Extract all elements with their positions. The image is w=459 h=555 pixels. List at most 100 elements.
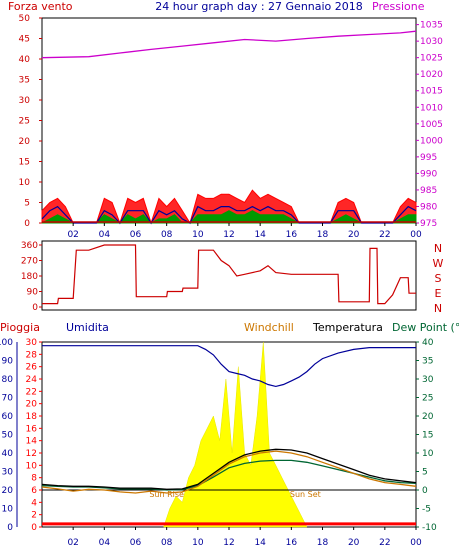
direction-axis: 360 270 180 90 0	[21, 241, 42, 313]
x-tick-label: 18	[317, 538, 329, 548]
temperature-tick-label: 10	[422, 449, 434, 459]
x-tick-label: 08	[161, 230, 173, 240]
rain-tick-label: 10	[26, 461, 38, 471]
x-tick-label: 22	[379, 230, 390, 240]
x-tick-label: 16	[286, 538, 298, 548]
x-tick-label: 04	[99, 230, 111, 240]
humidity-tick-label: 40	[2, 449, 14, 459]
temperature-tick-label: 40	[422, 338, 434, 348]
wind-direction-plot	[42, 244, 416, 305]
wind-tick-label: 15	[19, 158, 30, 168]
pressure-tick-label: 1030	[420, 37, 443, 47]
rain-tick-label: 24	[26, 375, 38, 385]
wind-tick-label: 45	[19, 35, 30, 45]
pressure-tick-label: 1000	[420, 136, 443, 146]
rain-humidity-temp-plot: Sun Rise Sun Set	[41, 341, 417, 528]
pressure-tick-label: 990	[420, 169, 437, 179]
rain-tick-label: 22	[26, 387, 37, 397]
pressure-tick-label: 975	[420, 219, 437, 229]
rain-tick-label: 6	[31, 486, 37, 496]
rain-tick-label: 8	[31, 474, 37, 484]
wind-pressure-plot	[41, 30, 417, 225]
legend-humidity: Umidita	[66, 321, 109, 334]
rain-tick-label: 28	[26, 350, 38, 360]
wind-tick-label: 40	[19, 55, 31, 65]
x-tick-label: 20	[348, 230, 360, 240]
pressure-axis: 1035 1030 1025 1020 1015 1010 1005 1000 995 990 98…	[416, 21, 443, 229]
wind-tick-label: 25	[19, 117, 30, 127]
legend-rain: Pioggia	[0, 321, 40, 334]
pressure-tick-label: 985	[420, 186, 437, 196]
humidity-tick-label: 80	[2, 375, 14, 385]
wind-average-line	[41, 205, 417, 225]
chart-title: 24 hour graph day : 27 Gennaio 2018	[155, 0, 363, 13]
rain-tick-label: 0	[31, 523, 37, 533]
x-tick-label: 14	[254, 538, 266, 548]
pressure-tick-label: 1010	[420, 103, 443, 113]
humidity-tick-label: 10	[2, 505, 14, 515]
temperature-tick-label: -5	[422, 505, 431, 515]
x-tick-label: 04	[99, 538, 111, 548]
windchill-line	[41, 450, 417, 494]
temperature-tick-label: 30	[422, 375, 434, 385]
temperature-tick-label: 20	[422, 412, 434, 422]
x-tick-label: 06	[130, 538, 142, 548]
pressure-tick-label: 1015	[420, 87, 443, 97]
rain-tick-label: 4	[31, 498, 37, 508]
direction-tick-label: 90	[27, 288, 39, 298]
rain-tick-label: 26	[26, 363, 38, 373]
wind-tick-label: 10	[19, 178, 31, 188]
humidity-tick-label: 50	[2, 431, 14, 441]
x-tick-label: 12	[223, 230, 234, 240]
pressure-tick-label: 1020	[420, 70, 443, 80]
x-tick-label: 16	[286, 230, 298, 240]
direction-tick-label: 180	[21, 272, 38, 282]
compass-letter: S	[435, 272, 442, 285]
x-axis-ticks-top: 02 04 06 08 10 12 14 16 18 20 22 00	[67, 223, 422, 240]
temperature-tick-label: 0	[422, 486, 428, 496]
rain-tick-label: 14	[26, 437, 38, 447]
humidity-tick-label: 30	[2, 468, 14, 478]
sunset-annotation: Sun Set	[290, 490, 321, 499]
humidity-tick-label: 0	[7, 523, 13, 533]
pressure-line	[41, 30, 417, 59]
x-tick-label: 02	[67, 230, 78, 240]
humidity-tick-label: 60	[2, 412, 14, 422]
pressure-tick-label: 1035	[420, 21, 443, 31]
wind-tick-label: 0	[24, 219, 30, 229]
x-tick-label: 00	[410, 538, 422, 548]
legend-dewpoint: Dew Point (°C	[392, 321, 459, 334]
rain-tick-label: 30	[26, 338, 38, 348]
legend-temperature: Temperatura	[312, 321, 383, 334]
wind-axis-title: Forza vento	[8, 0, 73, 13]
x-tick-label: 10	[192, 538, 204, 548]
humidity-axis: 1009080706050403020100	[0, 338, 18, 533]
compass-letter: N	[434, 242, 442, 255]
rain-tick-label: 18	[26, 412, 38, 422]
compass-letter: N	[434, 302, 442, 315]
direction-tick-label: 360	[21, 241, 38, 251]
wind-tick-label: 5	[24, 199, 30, 209]
wind-tick-label: 20	[19, 137, 31, 147]
temperature-tick-label: 35	[422, 357, 433, 367]
pressure-axis-title: Pressione	[372, 0, 425, 13]
wind-direction-line	[42, 244, 416, 305]
compass-letter: W	[433, 257, 444, 270]
x-tick-label: 22	[379, 538, 390, 548]
x-axis-ticks-bottom: 02 04 06 08 10 12 14 16 18 20 22 00	[67, 527, 422, 548]
rain-tick-label: 16	[26, 424, 38, 434]
humidity-tick-label: 20	[2, 486, 14, 496]
x-tick-label: 00	[410, 230, 422, 240]
x-tick-label: 18	[317, 230, 329, 240]
x-tick-label: 20	[348, 538, 360, 548]
compass-letter: E	[435, 287, 442, 300]
pressure-tick-label: 995	[420, 153, 437, 163]
pressure-tick-label: 980	[420, 202, 437, 212]
humidity-tick-label: 70	[2, 394, 14, 404]
pressure-tick-label: 1005	[420, 120, 443, 130]
x-tick-label: 10	[192, 230, 204, 240]
humidity-tick-label: 100	[0, 338, 13, 348]
wind-tick-label: 30	[19, 96, 31, 106]
